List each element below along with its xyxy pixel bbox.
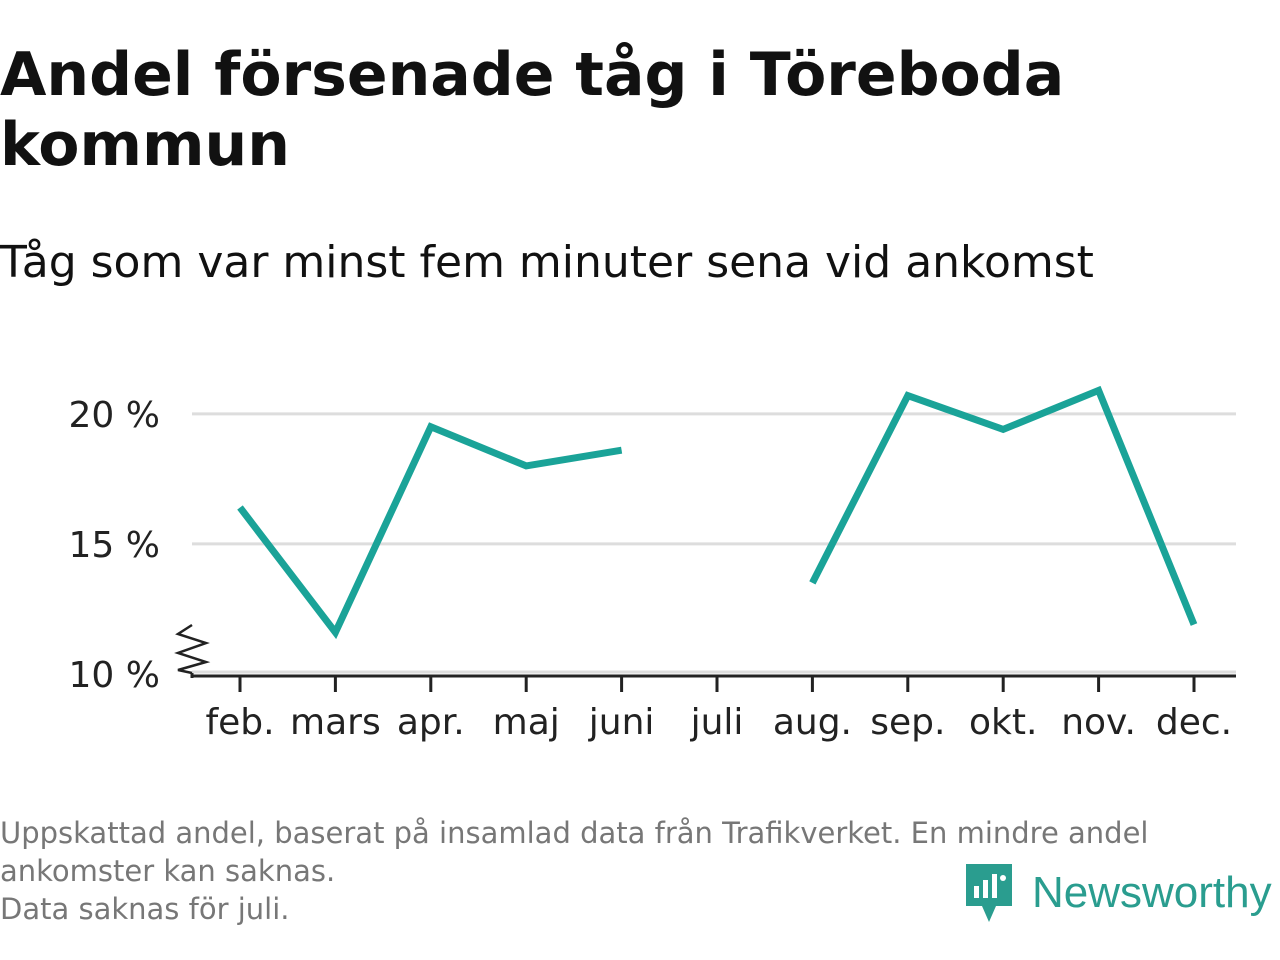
y-axis-break-marker — [174, 623, 211, 678]
x-axis — [192, 670, 1236, 692]
x-tick-label: apr. — [397, 702, 465, 743]
x-tick-label: juli — [690, 702, 744, 743]
newsworthy-logo[interactable]: Newsworthy — [964, 862, 1272, 924]
source-note: Uppskattad andel, baserat på insamlad da… — [0, 814, 1270, 928]
x-tick-label: okt. — [969, 702, 1037, 743]
y-tick-label: 15 % — [69, 525, 160, 566]
series-line — [237, 422, 623, 640]
x-tick-label: mars — [290, 702, 381, 743]
y-tick-label: 20 % — [69, 395, 160, 436]
x-tick-label: juni — [588, 702, 655, 743]
newsworthy-logo-icon — [966, 864, 1012, 922]
note-line: Data saknas för juli. — [0, 892, 290, 926]
x-tick-label: maj — [493, 702, 560, 743]
series-lines — [237, 385, 1198, 640]
x-tick-label: aug. — [773, 702, 852, 743]
x-tick-label: feb. — [205, 702, 274, 743]
series-line — [809, 385, 1198, 626]
gridlines — [192, 412, 1236, 546]
x-tick-label: dec. — [1156, 702, 1232, 743]
chart-subtitle: Tåg som var minst fem minuter sena vid a… — [0, 237, 1094, 288]
line-chart: 10 % 15 % 20 % feb. mars apr. maj juni juli aug.… — [69, 385, 1236, 743]
note-line: Uppskattad andel, baserat på insamlad da… — [0, 816, 1149, 888]
x-axis-tick-labels: feb. mars apr. maj juni juli aug. sep. okt. nov. d… — [205, 702, 1232, 743]
x-tick-label: nov. — [1061, 702, 1136, 743]
y-axis-tick-labels: 10 % 15 % 20 % — [69, 395, 160, 696]
x-tick-label: sep. — [870, 702, 945, 743]
chart-title: Andel försenade tåg i Töreboda kommun — [0, 40, 1065, 180]
logo-text: Newsworthy — [1032, 868, 1272, 917]
y-tick-label: 10 % — [69, 655, 160, 696]
axis-break-zigzag — [174, 623, 211, 675]
